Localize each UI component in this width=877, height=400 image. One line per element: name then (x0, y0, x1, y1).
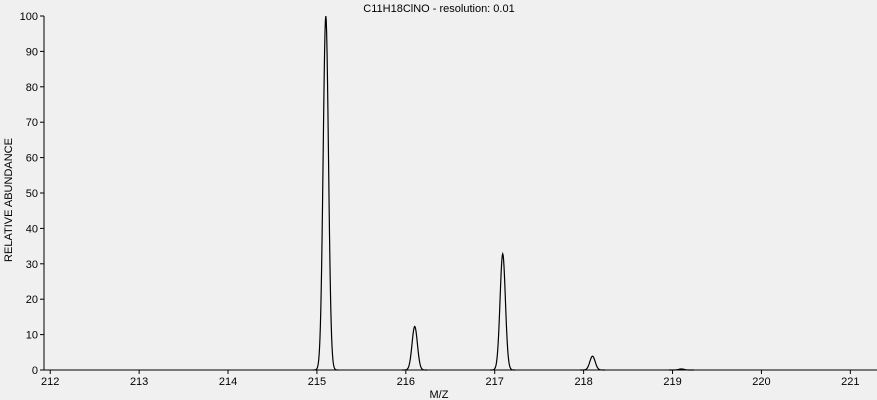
spectrum-peak (402, 325, 428, 371)
x-tick-label: 216 (397, 376, 415, 388)
y-tick-label: 100 (20, 11, 38, 23)
x-tick-label: 219 (663, 376, 681, 388)
y-tick-label: 20 (26, 294, 38, 306)
y-tick-label: 90 (26, 46, 38, 58)
y-tick-label: 80 (26, 82, 38, 94)
y-axis-label: RELATIVE ABUNDANCE (3, 138, 15, 262)
x-axis-label: M/Z (430, 389, 449, 400)
spectrum-peak (313, 15, 339, 371)
x-tick-label: 215 (308, 376, 326, 388)
y-tick-label: 0 (32, 365, 38, 377)
x-tick-label: 217 (486, 376, 504, 388)
chart-title: C11H18ClNO - resolution: 0.01 (363, 3, 514, 15)
x-ticks: 212 213 214 215 216 217 218 219 220 221 (41, 370, 860, 388)
x-tick-label: 218 (574, 376, 592, 388)
x-tick-label: 221 (841, 376, 859, 388)
y-tick-label: 40 (26, 223, 38, 235)
x-tick-label: 220 (752, 376, 770, 388)
spectrum-peak (490, 251, 516, 371)
y-tick-label: 30 (26, 259, 38, 271)
y-tick-label: 10 (26, 330, 38, 342)
y-tick-label: 60 (26, 153, 38, 165)
y-ticks: 0 10 20 30 40 50 60 70 80 90 100 (20, 11, 44, 377)
y-tick-label: 70 (26, 117, 38, 129)
x-tick-label: 212 (41, 376, 59, 388)
y-tick-label: 50 (26, 188, 38, 200)
spectrum-peaks (313, 15, 694, 371)
spectrum-peak (668, 368, 694, 371)
x-tick-label: 213 (130, 376, 148, 388)
x-tick-label: 214 (219, 376, 237, 388)
spectrum-peak (580, 355, 605, 371)
